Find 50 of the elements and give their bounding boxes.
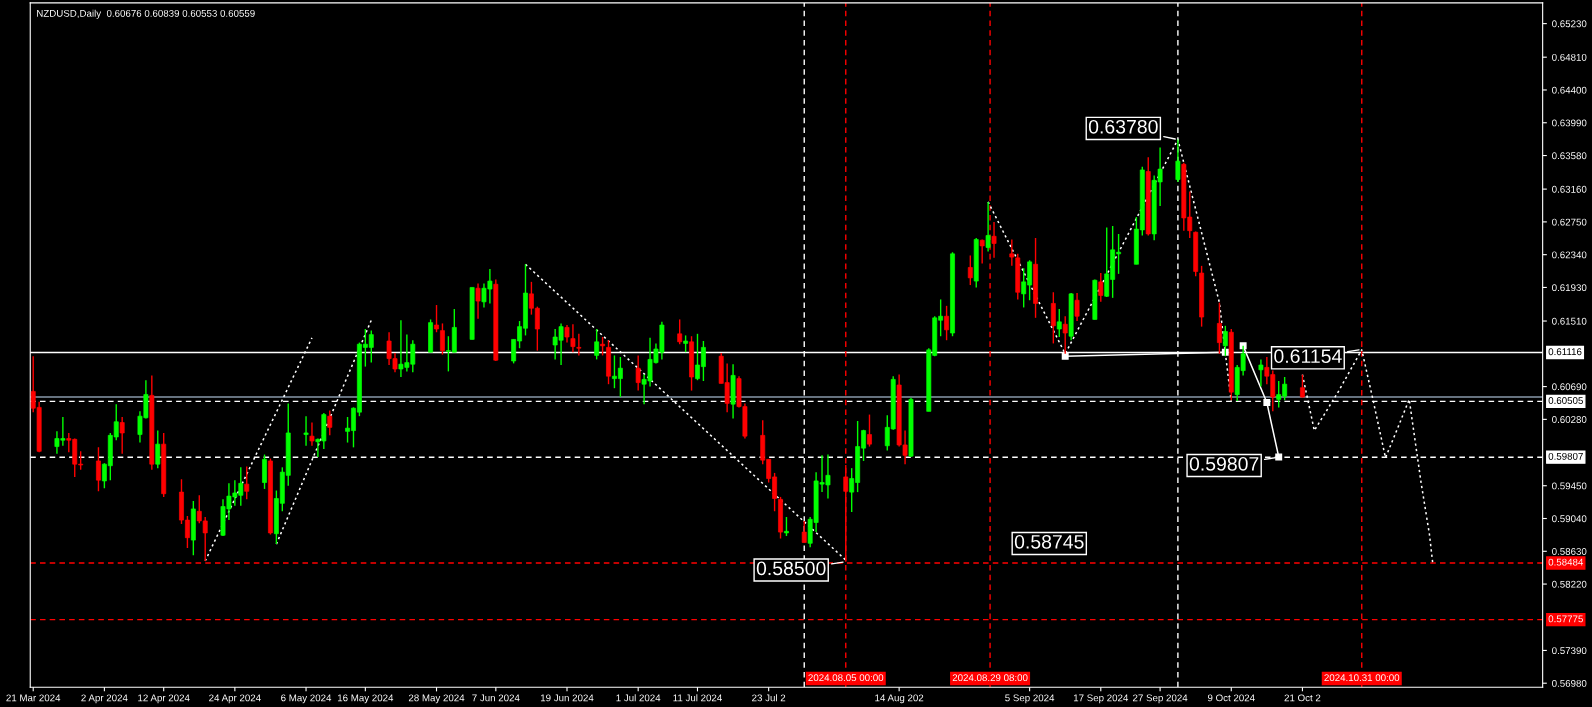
x-tick-label: 21 Oct 2 [1284, 694, 1321, 702]
y-tick-label: 0.64400 [1552, 86, 1587, 94]
annotation: 0.59807 [1189, 456, 1259, 471]
x-tick-label: 21 Mar 2024 [6, 694, 61, 702]
ref-line-label: 2024.10.31 00:00 [1324, 674, 1400, 682]
annotation: 0.63780 [1088, 119, 1158, 134]
y-tick-label: 0.63580 [1552, 152, 1587, 160]
y-tick-label: 0.60690 [1552, 383, 1587, 391]
x-tick-label: 2 Apr 2024 [81, 694, 128, 704]
x-tick-label: 17 Sep 2024 [1073, 694, 1129, 704]
y-tick-label: 0.62750 [1552, 218, 1587, 226]
x-tick-label: 9 Oct 2024 [1207, 694, 1255, 702]
x-tick-label: 5 Sep 2024 [1005, 694, 1055, 704]
x-tick-label: 23 Jul 2 [752, 694, 786, 702]
ref-line-label: 2024.08.05 00:00 [808, 674, 884, 682]
x-tick-label: 11 Jul 2024 [673, 694, 722, 702]
ref-line-label: 2024.08.29 08:00 [952, 674, 1028, 682]
y-tick-label: 0.61930 [1552, 284, 1587, 292]
x-tick-label: 24 Apr 2024 [209, 694, 261, 704]
y-tick-label: 0.62340 [1552, 251, 1587, 259]
x-tick-label: 19 Jun 2024 [540, 694, 594, 702]
x-tick-label: 16 May 2024 [337, 694, 394, 704]
y-tick-label: 0.65230 [1552, 20, 1587, 28]
y-tick-label: 0.59040 [1552, 515, 1587, 523]
x-tick-label: 6 May 2024 [281, 694, 332, 704]
text: NZDUSD,Daily 0.60676 0.60839 0.60553 0.60559 [37, 9, 255, 19]
y-tick-label: 0.60280 [1552, 416, 1587, 423]
y-tick-label: 0.56980 [1552, 679, 1587, 687]
y-tick-label: 0.58220 [1552, 580, 1587, 588]
x-tick-label: 28 May 2024 [408, 694, 465, 704]
y-tick-label: 0.59450 [1552, 482, 1587, 490]
y-tick-label: 0.63160 [1552, 185, 1587, 193]
annotation: 0.58745 [1014, 534, 1084, 549]
y-tick-label: 0.64810 [1552, 53, 1587, 61]
x-tick-label: 27 Sep 2024 [1133, 694, 1188, 704]
x-tick-label: 1 Jul 2024 [616, 694, 661, 702]
ref-line-label: 0.58484 [1548, 558, 1584, 566]
ref-line-label: 0.59807 [1548, 452, 1583, 460]
ref-line-label: 0.61116 [1548, 348, 1582, 356]
ref-line-label: 0.60505 [1548, 397, 1583, 404]
x-tick-label: 12 Apr 2024 [138, 694, 190, 704]
y-tick-label: 0.57390 [1552, 647, 1587, 655]
annotation: 0.61154 [1274, 349, 1342, 364]
y-tick-label: 0.63990 [1552, 119, 1587, 127]
x-tick-label: 14 Aug 202 [875, 694, 924, 704]
x-tick-label: 7 Jun 2024 [472, 694, 520, 702]
ref-line-label: 0.57775 [1548, 615, 1583, 623]
annotation: 0.58500 [756, 561, 826, 576]
y-tick-label: 0.58630 [1552, 548, 1587, 555]
y-tick-label: 0.61510 [1552, 317, 1587, 325]
